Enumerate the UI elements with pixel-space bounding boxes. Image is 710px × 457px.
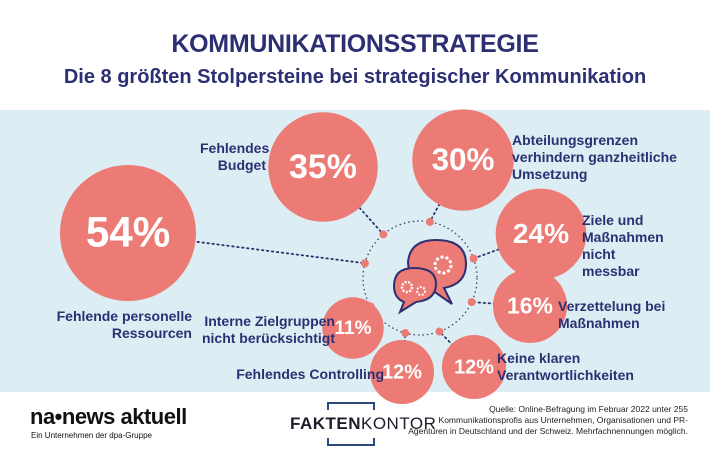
label-budget: Fehlendes Budget (200, 140, 270, 173)
bubble-24 (495, 188, 587, 280)
bubble-16 (492, 268, 568, 344)
connector-dot (435, 327, 444, 336)
connector-dot (469, 254, 478, 263)
faktenkontor-bracket-bottom (327, 438, 375, 446)
connector-dot (401, 329, 410, 338)
bubble-value-label: 16% (507, 292, 553, 318)
label-verantwortlichkeiten: Keine klaren Verantwortlichkeiten (497, 350, 634, 383)
bubble-35 (268, 112, 378, 222)
label-interne-zielgruppen: Interne Zielgruppen nicht berücksichtigt (201, 313, 335, 346)
label-controlling: Fehlendes Controlling (236, 366, 384, 382)
bubble-value-label: 12% (454, 356, 494, 378)
bubble-12 (441, 334, 507, 400)
bubble-12 (369, 339, 435, 405)
news-aktuell-logo: na•news aktuell (30, 404, 187, 429)
faktenkontor-logo: FAKTENKONTOR (290, 414, 436, 434)
news-aktuell-tagline: Ein Unternehmen der dpa-Gruppe (31, 431, 152, 440)
bubble-11 (322, 297, 384, 359)
bubble-value-label: 35% (289, 148, 357, 186)
label-verzettelung: Verzettelung bei Maßnahmen (558, 298, 666, 331)
bubble-value-label: 24% (513, 218, 569, 249)
label-ziele-massnahmen: Ziele und Maßnahmen nicht messbar (582, 212, 664, 279)
speech-bubbles-gears-icon (392, 238, 468, 315)
hub-ring (362, 220, 478, 336)
label-abteilungsgrenzen: Abteilungsgrenzen verhindern ganzheitlic… (512, 132, 677, 182)
source-note: Quelle: Online-Befragung im Februar 2022… (408, 404, 688, 436)
faktenkontor-bold: FAKTEN (290, 414, 361, 433)
bubble-value-label: 54% (86, 209, 170, 256)
connector-dot (360, 259, 369, 268)
bubble-value-label: 12% (382, 361, 422, 383)
footer: na•news aktuell Ein Unternehmen der dpa-… (0, 392, 710, 457)
bubble-30 (412, 109, 514, 211)
faktenkontor-light: KONTOR (361, 414, 437, 433)
bubble-54 (60, 165, 196, 301)
connector-dot (467, 298, 476, 307)
connector-dot (379, 230, 388, 239)
bubble-value-label: 11% (334, 318, 371, 339)
page-subtitle: Die 8 größten Stolpersteine bei strategi… (63, 66, 647, 88)
page-title: KOMMUNIKATIONSSTRATEGIE (171, 30, 539, 58)
bubble-value-label: 30% (432, 142, 495, 177)
faktenkontor-bracket-top (327, 402, 375, 410)
label-personelle-ressourcen: Fehlende personelle Ressourcen (56, 308, 192, 341)
connector-dot (425, 217, 434, 226)
